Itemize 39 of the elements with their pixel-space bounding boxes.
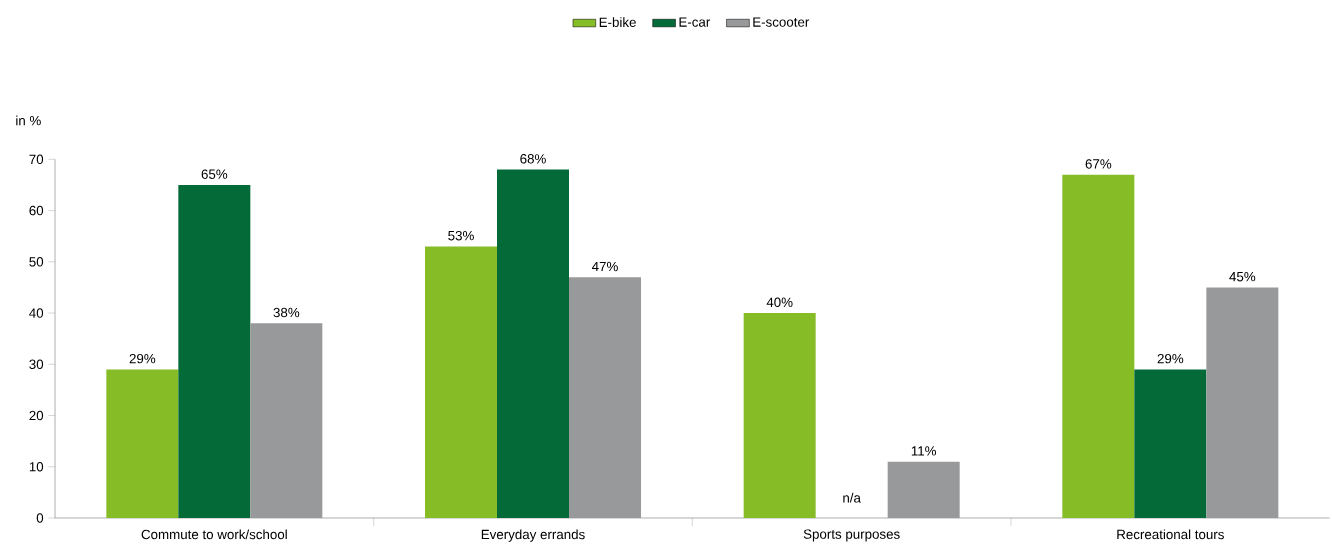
data-label: 40% [766,297,793,307]
y-tick-label: 50 [29,257,44,267]
data-label: 53% [448,230,474,241]
bar [743,313,816,518]
bar [887,461,960,518]
data-label: 65% [201,169,228,179]
bar [1062,174,1135,518]
data-label: 29% [129,353,156,364]
legend-label: E-car [679,17,711,27]
data-label: 68% [520,154,546,164]
y-tick-label: 30 [29,359,44,369]
data-label: 11% [911,446,937,456]
x-tick-label: Everyday errands [481,529,585,542]
data-label: 45% [1229,271,1256,282]
bar [425,246,498,518]
y-tick-label: 0 [36,513,44,523]
data-label: 47% [591,261,618,272]
bar [178,184,251,518]
x-tick-label: Sports purposes [803,529,900,542]
y-axis-title: in % [16,115,41,126]
data-label: 67% [1085,159,1112,169]
x-tick-label: Recreational tours [1117,529,1224,540]
y-tick-label: 40 [29,308,44,318]
legend-label: E-bike [599,17,636,27]
legend-label: E-scooter [753,17,810,27]
data-label: 29% [1157,353,1184,364]
bar [569,277,642,518]
y-tick-label: 60 [29,205,44,216]
text: n/a [843,492,861,503]
bar [250,323,323,518]
x-tick-label: Commute to work/school [141,529,287,540]
bar [1206,287,1279,518]
data-label: 38% [273,307,300,318]
bar [1134,369,1207,518]
y-tick-label: 10 [29,462,44,472]
bar [497,169,570,518]
y-tick-label: 20 [29,410,44,421]
y-tick-label: 70 [29,154,44,165]
bar [106,369,179,518]
